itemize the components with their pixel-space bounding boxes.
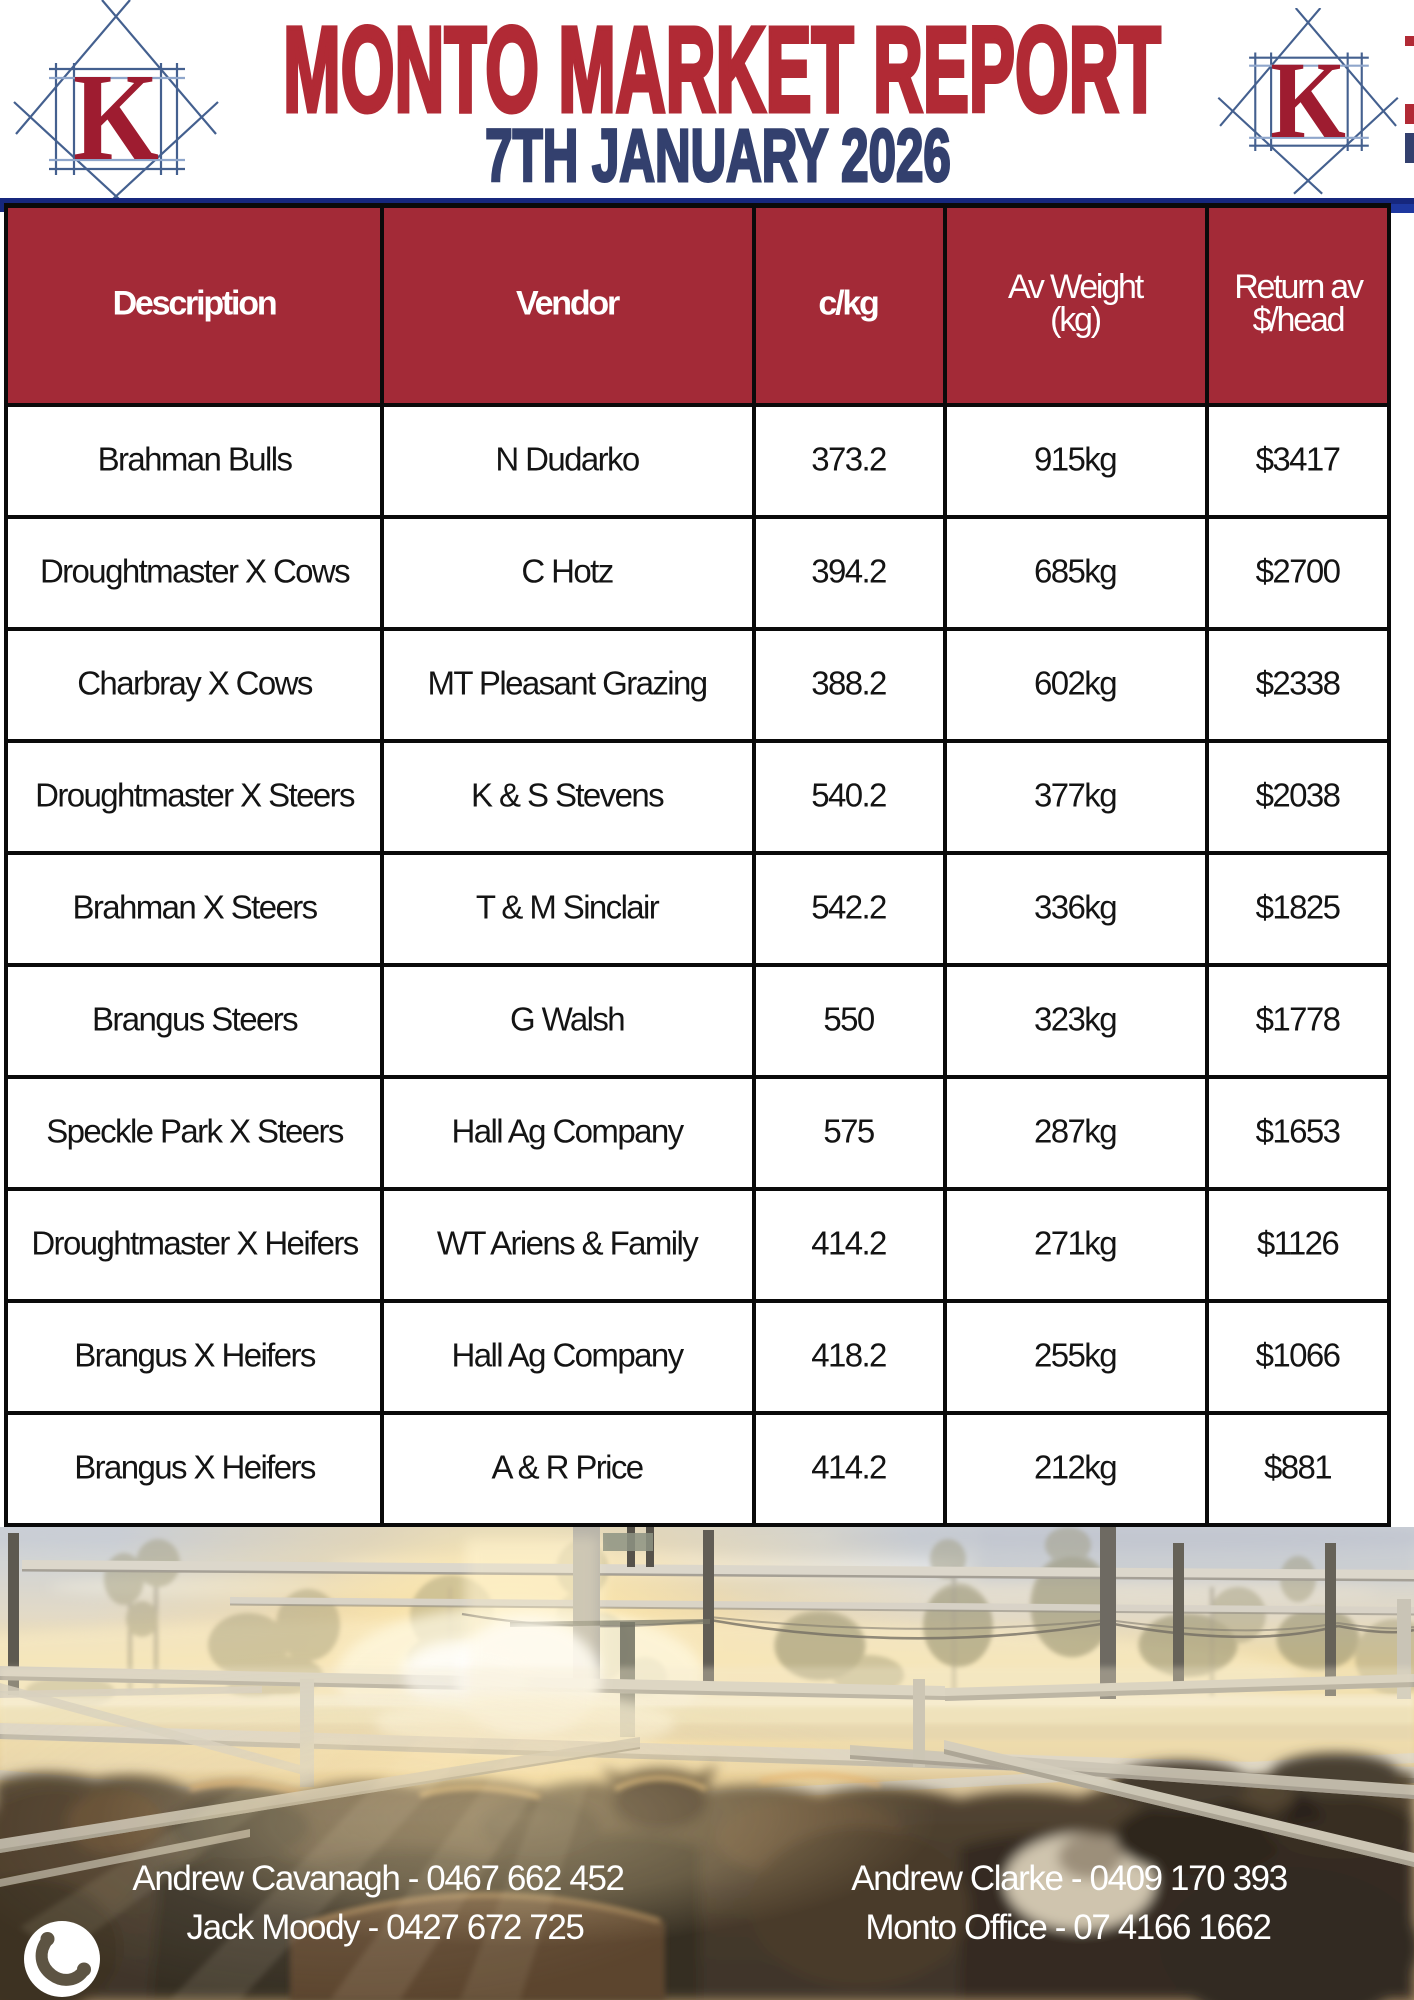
- svg-text:K: K: [1270, 39, 1346, 161]
- svg-text:K: K: [73, 49, 159, 187]
